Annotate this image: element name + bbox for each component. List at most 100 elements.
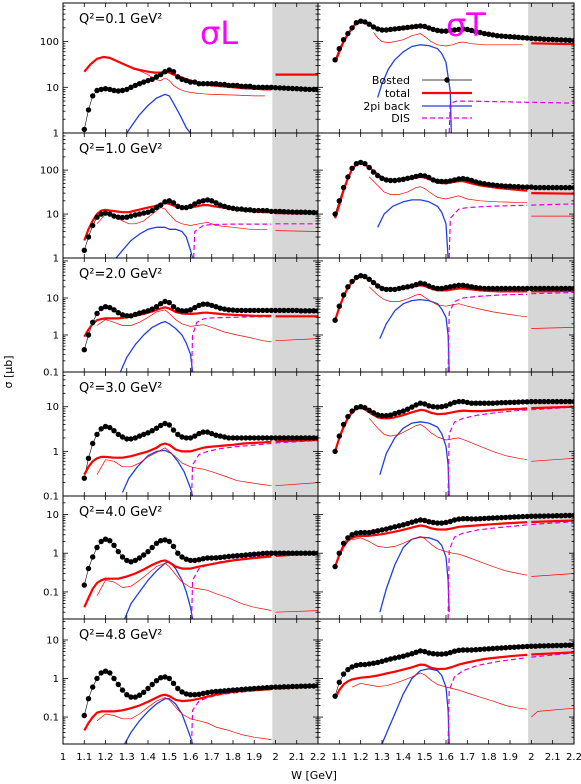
bosted-point bbox=[209, 81, 215, 87]
bosted-point bbox=[107, 424, 113, 431]
bosted-point bbox=[392, 410, 398, 417]
bosted-point bbox=[358, 661, 364, 668]
bosted-point bbox=[124, 557, 130, 564]
bosted-point bbox=[520, 285, 526, 292]
y-tick-label: 1 bbox=[53, 129, 59, 140]
bosted-point bbox=[247, 686, 253, 692]
bosted-point bbox=[204, 429, 211, 435]
bosted-point bbox=[268, 307, 274, 314]
y-tick-label: 0.1 bbox=[43, 368, 59, 379]
bosted-point bbox=[107, 304, 113, 311]
bosted-point bbox=[166, 538, 172, 545]
bosted-point bbox=[153, 540, 160, 546]
bosted-point bbox=[541, 285, 547, 292]
bosted-point bbox=[511, 285, 517, 292]
bosted-point bbox=[349, 532, 355, 538]
bosted-point bbox=[85, 455, 92, 461]
bosted-point bbox=[396, 409, 402, 415]
shaded-region bbox=[272, 258, 318, 372]
bosted-point bbox=[238, 435, 245, 441]
bosted-point bbox=[302, 308, 308, 314]
x-tick-label: 1.8 bbox=[225, 752, 241, 763]
bosted-point bbox=[243, 207, 249, 213]
bosted-point bbox=[340, 421, 347, 428]
bosted-point bbox=[162, 420, 168, 427]
bosted-point bbox=[85, 332, 92, 338]
bosted-point bbox=[392, 655, 398, 661]
bosted-point bbox=[217, 433, 223, 439]
bosted-point bbox=[353, 161, 360, 167]
bosted-point bbox=[503, 399, 509, 406]
bosted-point bbox=[234, 687, 240, 693]
bosted-point bbox=[200, 301, 206, 307]
bosted-point bbox=[98, 86, 104, 93]
series-dis bbox=[531, 291, 574, 295]
bosted-point bbox=[366, 21, 372, 27]
bosted-point bbox=[370, 529, 377, 535]
bosted-point bbox=[200, 429, 206, 435]
bosted-point bbox=[90, 554, 96, 560]
bosted-point bbox=[277, 550, 283, 556]
series-total bbox=[83, 306, 272, 338]
x-tick-label: 1.5 bbox=[161, 752, 177, 763]
bosted-point bbox=[520, 644, 526, 650]
bosted-point bbox=[507, 644, 513, 651]
bosted-point bbox=[90, 93, 96, 99]
bosted-point bbox=[447, 401, 453, 407]
bosted-point bbox=[554, 398, 560, 405]
bosted-point bbox=[486, 515, 492, 521]
bosted-point bbox=[149, 207, 155, 214]
bosted-point bbox=[477, 516, 483, 522]
series-dis bbox=[447, 409, 528, 496]
bosted-point bbox=[285, 550, 291, 556]
bosted-point bbox=[183, 435, 189, 441]
bosted-point bbox=[409, 651, 415, 657]
bosted-point bbox=[494, 515, 500, 521]
bosted-point bbox=[370, 169, 377, 175]
bosted-point bbox=[128, 694, 134, 700]
bosted-point bbox=[477, 646, 483, 653]
bosted-point bbox=[141, 552, 147, 558]
bosted-point bbox=[332, 317, 338, 323]
series-thin bbox=[96, 207, 267, 230]
bosted-point bbox=[230, 307, 236, 313]
bosted-point bbox=[460, 516, 466, 522]
bosted-point bbox=[98, 305, 104, 312]
bosted-point bbox=[162, 674, 168, 680]
bosted-point bbox=[511, 399, 517, 405]
bosted-point bbox=[158, 301, 164, 307]
series-total bbox=[83, 555, 272, 608]
bosted-point bbox=[115, 548, 122, 555]
bosted-point bbox=[490, 515, 496, 521]
bosted-point bbox=[136, 81, 143, 87]
bosted-point bbox=[562, 512, 569, 519]
q2-label: Q²=2.0 GeV² bbox=[79, 267, 162, 282]
bosted-point bbox=[520, 399, 526, 405]
bosted-point bbox=[494, 400, 500, 406]
bosted-point bbox=[515, 644, 522, 650]
bosted-point bbox=[524, 285, 530, 292]
bosted-point bbox=[158, 538, 164, 544]
bosted-point bbox=[175, 203, 181, 209]
bosted-point bbox=[362, 405, 368, 411]
bosted-point bbox=[107, 86, 113, 93]
bosted-point bbox=[200, 198, 206, 204]
column-title: σL bbox=[200, 14, 238, 52]
bosted-point bbox=[379, 27, 385, 33]
bosted-point bbox=[439, 178, 445, 185]
bosted-point bbox=[486, 646, 492, 652]
bosted-point bbox=[456, 176, 462, 182]
series-total bbox=[531, 651, 574, 656]
bosted-point bbox=[353, 662, 360, 668]
panel-1-1 bbox=[317, 132, 575, 259]
series-thin bbox=[351, 672, 528, 710]
bosted-point bbox=[302, 86, 308, 92]
bosted-point bbox=[162, 199, 168, 205]
bosted-point bbox=[370, 24, 377, 30]
x-tick-label: 2 bbox=[272, 752, 278, 763]
bosted-point bbox=[426, 650, 432, 656]
bosted-point bbox=[558, 513, 564, 519]
bosted-point bbox=[379, 175, 385, 181]
bosted-point bbox=[426, 283, 432, 289]
legend-label: DIS bbox=[391, 112, 410, 125]
